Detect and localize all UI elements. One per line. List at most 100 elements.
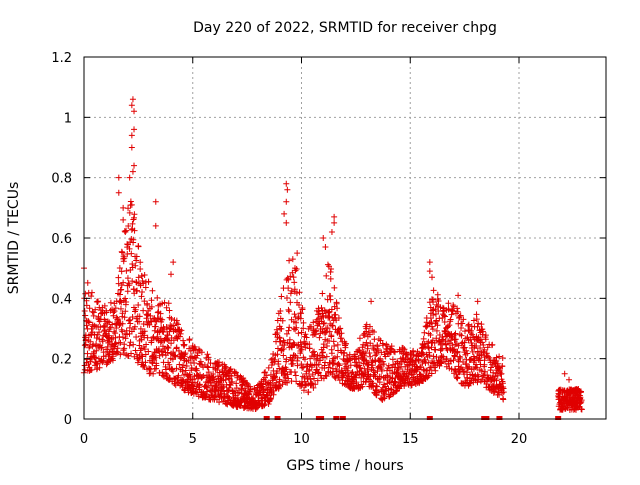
data-point: [474, 323, 481, 330]
data-point: [82, 312, 89, 319]
data-point: [164, 349, 171, 356]
data-point: [287, 299, 294, 306]
data-point: [320, 344, 327, 351]
data-point: [135, 301, 142, 308]
data-point: [126, 342, 133, 349]
data-point: [101, 302, 108, 309]
data-point: [285, 306, 292, 313]
data-point: [288, 287, 295, 294]
data-point: [426, 268, 433, 275]
y-tick-label: 0.6: [51, 232, 72, 247]
data-point: [116, 291, 123, 298]
data-point: [124, 288, 131, 295]
data-point: [322, 372, 329, 379]
data-point: [298, 361, 305, 368]
data-point: [83, 322, 90, 329]
data-point: [280, 346, 287, 353]
data-point: [438, 359, 445, 366]
data-point: [276, 334, 283, 341]
data-point: [382, 353, 389, 360]
data-point: [375, 347, 382, 354]
data-point: [127, 320, 134, 327]
data-point: [139, 353, 146, 360]
data-point: [156, 347, 163, 354]
data-point: [455, 292, 462, 299]
data-point: [293, 342, 300, 349]
y-tick-label: 1.2: [51, 51, 72, 66]
data-point: [216, 399, 223, 406]
data-point: [193, 367, 200, 374]
data-point: [326, 328, 333, 335]
data-point: [311, 375, 318, 382]
data-point: [98, 344, 105, 351]
data-point: [81, 366, 88, 373]
data-point: [431, 339, 438, 346]
data-point: [430, 298, 437, 305]
data-point: [305, 389, 312, 396]
data-point: [147, 312, 154, 319]
data-point: [131, 323, 138, 330]
data-point: [329, 322, 336, 329]
data-point: [283, 356, 290, 363]
data-point: [128, 144, 135, 151]
data-point: [138, 352, 145, 359]
data-point: [94, 298, 101, 305]
data-point: [92, 306, 99, 313]
data-point: [130, 236, 137, 243]
data-point: [500, 396, 507, 403]
data-point: [98, 344, 105, 351]
data-point: [277, 308, 284, 315]
data-point: [433, 318, 440, 325]
data-point: [420, 351, 427, 358]
data-point: [84, 279, 91, 286]
data-point: [285, 276, 292, 283]
data-point: [114, 316, 121, 323]
data-point: [440, 353, 447, 360]
data-point: [464, 350, 471, 357]
data-point: [303, 334, 310, 341]
data-point: [499, 354, 506, 361]
data-point: [150, 334, 156, 341]
data-point: [161, 299, 168, 306]
data-point: [96, 364, 103, 371]
data-point: [457, 355, 464, 362]
data-point: [159, 316, 166, 323]
data-point: [324, 324, 331, 331]
data-point: [282, 374, 289, 381]
data-point: [429, 274, 435, 281]
data-point: [126, 174, 133, 181]
data-point: [111, 308, 118, 315]
data-point: [123, 267, 130, 274]
data-point: [122, 295, 129, 302]
data-point: [284, 379, 291, 386]
data-point: [124, 275, 131, 282]
data-point: [133, 278, 140, 285]
data-point: [459, 366, 466, 373]
data-point: [390, 348, 397, 355]
data-point: [363, 339, 370, 346]
data-point: [474, 298, 481, 305]
baseline-marker: [333, 416, 340, 420]
data-point: [415, 357, 422, 364]
data-point: [302, 331, 309, 338]
data-point: [466, 380, 473, 387]
data-point: [316, 334, 323, 341]
data-point: [479, 328, 486, 335]
data-point: [337, 325, 344, 332]
data-point: [300, 387, 307, 394]
data-point: [138, 273, 145, 280]
data-point: [227, 382, 234, 389]
data-point: [336, 362, 343, 369]
data-point: [330, 360, 337, 367]
data-point: [328, 333, 335, 340]
data-point: [86, 319, 93, 326]
data-point: [130, 341, 137, 348]
data-point: [481, 361, 488, 368]
data-point: [310, 319, 317, 326]
data-point: [334, 341, 341, 348]
y-tick-label: 0.2: [51, 353, 72, 368]
data-point: [427, 315, 434, 322]
data-point: [475, 373, 482, 380]
data-point: [475, 320, 482, 327]
data-point: [168, 315, 175, 322]
